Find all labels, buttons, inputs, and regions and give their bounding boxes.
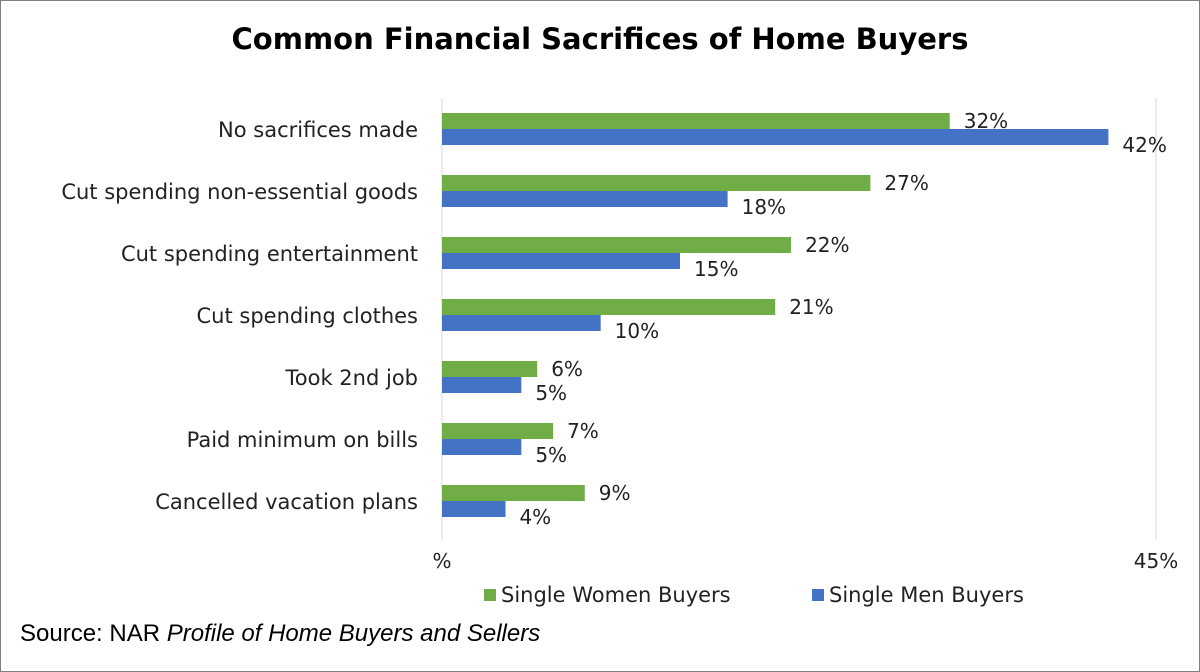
legend-label: Single Men Buyers xyxy=(829,583,1024,607)
category-label: Cut spending non-essential goods xyxy=(61,180,418,204)
data-label: 6% xyxy=(551,357,583,381)
data-label: 18% xyxy=(742,195,786,219)
bar-men xyxy=(442,129,1109,145)
data-label: 9% xyxy=(599,481,631,505)
data-label: 7% xyxy=(567,419,599,443)
bar-women xyxy=(442,113,950,129)
data-label: 22% xyxy=(805,233,849,257)
source-prefix: Source: NAR xyxy=(20,620,167,647)
bar-women xyxy=(442,299,776,315)
category-label: Took 2nd job xyxy=(285,366,418,390)
chart-title: Common Financial Sacrifices of Home Buye… xyxy=(231,22,969,56)
data-label: 21% xyxy=(789,295,833,319)
x-tick-label: 45% xyxy=(1134,549,1178,573)
source-note: Source: NAR Profile of Home Buyers and S… xyxy=(20,620,540,648)
bar-women xyxy=(442,361,538,377)
bar-men xyxy=(442,377,522,393)
legend-label: Single Women Buyers xyxy=(501,583,731,607)
bar-women xyxy=(442,175,871,191)
legend-swatch xyxy=(484,589,496,601)
data-label: 5% xyxy=(535,443,567,467)
bar-women xyxy=(442,485,585,501)
category-label: No sacrifices made xyxy=(218,118,418,142)
bar-men xyxy=(442,191,728,207)
data-label: 10% xyxy=(615,319,659,343)
data-label: 15% xyxy=(694,257,738,281)
data-label: 27% xyxy=(884,171,928,195)
category-label: Cancelled vacation plans xyxy=(155,490,418,514)
data-label: 42% xyxy=(1122,133,1166,157)
bar-men xyxy=(442,439,522,455)
category-label: Cut spending entertainment xyxy=(121,242,418,266)
source-publication: Profile of Home Buyers and Sellers xyxy=(166,620,541,647)
bar-men xyxy=(442,501,506,517)
data-label: 5% xyxy=(535,381,567,405)
bar-men xyxy=(442,253,680,269)
bar-women xyxy=(442,423,554,439)
data-label: 4% xyxy=(519,505,551,529)
x-tick-label: % xyxy=(432,549,451,573)
category-label: Paid minimum on bills xyxy=(187,428,418,452)
bar-men xyxy=(442,315,601,331)
category-label: Cut spending clothes xyxy=(197,304,419,328)
legend-swatch xyxy=(812,589,824,601)
bar-women xyxy=(442,237,792,253)
